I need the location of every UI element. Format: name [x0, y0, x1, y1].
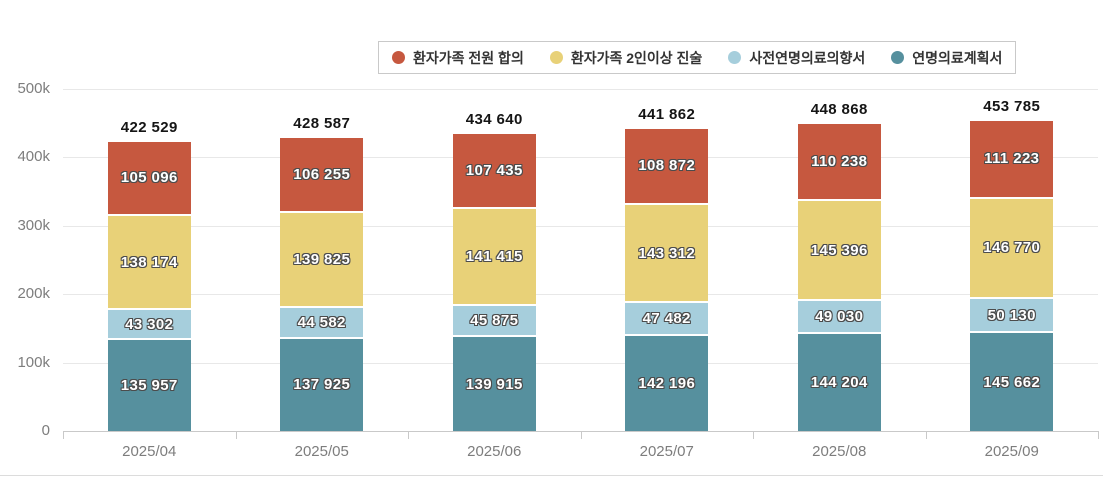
bar-segment-family-full-consent[interactable]: 107 435: [452, 133, 536, 208]
bar-segment-family-two-statement[interactable]: 143 312: [625, 203, 709, 302]
legend: 환자가족 전원 합의 환자가족 2인이상 진술 사전연명의료의향서 연명의료계획서: [378, 41, 1017, 74]
segment-value-label: 139 915: [465, 375, 523, 393]
x-axis-tick: [408, 431, 409, 439]
segment-value-label: 107 435: [465, 161, 523, 179]
legend-label-advance-directive: 사전연명의료의향서: [749, 49, 866, 66]
legend-marker-circle-icon: [728, 51, 742, 64]
bar-segment-family-two-statement[interactable]: 141 415: [452, 207, 536, 304]
legend-label-family-full-consent: 환자가족 전원 합의: [413, 49, 524, 66]
legend-marker-circle-icon: [891, 51, 905, 64]
segment-value-label: 137 925: [293, 376, 351, 394]
bar-segment-care-plan[interactable]: 139 915: [452, 335, 536, 431]
gridline-200k: [63, 294, 1098, 296]
segment-value-label: 138 174: [120, 253, 178, 271]
x-axis-label-2025-07: 2025/07: [639, 443, 694, 460]
bar-segment-family-full-consent[interactable]: 111 223: [970, 120, 1054, 197]
legend-label-care-plan: 연명의료계획서: [912, 49, 1003, 66]
segment-value-label: 105 096: [120, 169, 178, 187]
segment-value-label: 146 770: [983, 239, 1041, 257]
x-axis-tick: [63, 431, 64, 439]
bar-segment-family-two-statement[interactable]: 146 770: [970, 196, 1054, 298]
bar-segment-care-plan[interactable]: 137 925: [280, 336, 364, 431]
segment-value-label: 110 238: [811, 153, 868, 171]
bar-total-label: 428 587: [293, 114, 351, 132]
segment-value-label: 143 312: [638, 244, 696, 262]
y-axis-label-300k: 300k: [17, 216, 50, 234]
bar-2025-07: 108 872 143 312 47 482 142 196: [625, 128, 709, 431]
bar-segment-family-full-consent[interactable]: 108 872: [625, 128, 709, 204]
segment-value-label: 135 957: [120, 376, 178, 394]
bar-segment-family-two-statement[interactable]: 145 396: [797, 199, 881, 299]
segment-value-label: 43 302: [125, 315, 174, 333]
bar-segment-advance-directive[interactable]: 44 582: [280, 306, 364, 337]
legend-item-family-full-consent[interactable]: 환자가족 전원 합의: [392, 48, 524, 68]
gridline-400k: [63, 157, 1098, 159]
legend-label-family-two-statement: 환자가족 2인이상 진술: [570, 49, 703, 66]
segment-value-label: 49 030: [815, 308, 864, 326]
segment-value-label: 108 872: [638, 157, 696, 175]
y-axis-label-400k: 400k: [17, 148, 50, 166]
x-axis-label-2025-06: 2025/06: [467, 443, 522, 460]
x-axis-label-2025-09: 2025/09: [984, 443, 1039, 460]
legend-marker-circle-icon: [392, 51, 405, 64]
bar-segment-family-full-consent[interactable]: 106 255: [280, 137, 364, 211]
bar-segment-family-two-statement[interactable]: 139 825: [280, 210, 364, 307]
bar-total-label: 453 785: [983, 97, 1041, 115]
y-axis-label-500k: 500k: [17, 80, 50, 97]
bar-segment-care-plan[interactable]: 135 957: [107, 337, 191, 431]
x-axis-tick: [753, 431, 754, 439]
x-axis-label-2025-05: 2025/05: [294, 443, 349, 460]
segment-value-label: 144 204: [810, 374, 868, 392]
gridline-300k: [63, 225, 1098, 227]
bar-total-label: 422 529: [120, 118, 178, 136]
bar-2025-09: 111 223 146 770 50 130 145 662: [970, 120, 1054, 431]
segment-value-label: 141 415: [465, 248, 523, 266]
bar-total-label: 434 640: [465, 110, 523, 128]
bar-2025-04: 105 096 138 174 43 302 135 957: [107, 141, 191, 431]
legend-item-care-plan[interactable]: 연명의료계획서: [891, 48, 1002, 68]
bar-segment-care-plan[interactable]: 144 204: [797, 332, 881, 431]
x-axis-label-2025-04: 2025/04: [122, 443, 177, 460]
segment-value-label: 45 875: [470, 312, 519, 330]
y-axis-label-200k: 200k: [17, 285, 50, 303]
bar-segment-family-full-consent[interactable]: 105 096: [107, 141, 191, 214]
bar-2025-08: 110 238 145 396 49 030 144 204: [797, 123, 881, 431]
bar-segment-advance-directive[interactable]: 43 302: [107, 308, 191, 338]
x-axis-tick: [580, 431, 582, 439]
bar-segment-care-plan[interactable]: 145 662: [970, 331, 1054, 431]
segment-value-label: 44 582: [297, 313, 346, 331]
legend-item-family-two-statement[interactable]: 환자가족 2인이상 진술: [549, 48, 703, 68]
bar-segment-family-full-consent[interactable]: 110 238: [797, 123, 881, 200]
segment-value-label: 111 223: [984, 150, 1040, 168]
bar-segment-advance-directive[interactable]: 49 030: [797, 298, 881, 333]
y-axis-label-0: 0: [41, 422, 50, 439]
segment-value-label: 106 255: [293, 165, 351, 183]
bar-segment-family-two-statement[interactable]: 138 174: [107, 213, 191, 309]
x-axis-tick: [235, 431, 237, 439]
segment-value-label: 139 825: [293, 250, 351, 268]
segment-value-label: 145 396: [810, 241, 868, 259]
bar-segment-advance-directive[interactable]: 50 130: [970, 297, 1054, 332]
bar-2025-06: 107 435 141 415 45 875 139 915: [452, 133, 536, 431]
bar-segment-advance-directive[interactable]: 47 482: [625, 301, 709, 334]
gridline-500k: [63, 89, 1098, 90]
segment-value-label: 50 130: [987, 306, 1036, 324]
y-axis-label-100k: 100k: [17, 353, 50, 371]
segment-value-label: 145 662: [983, 373, 1041, 391]
legend-marker-circle-icon: [549, 51, 563, 64]
x-axis-tick: [1098, 431, 1099, 439]
x-axis-label-2025-08: 2025/08: [812, 443, 867, 460]
legend-item-advance-directive[interactable]: 사전연명의료의향서: [728, 48, 865, 68]
segment-value-label: 47 482: [642, 309, 691, 327]
bar-segment-advance-directive[interactable]: 45 875: [452, 303, 536, 336]
bar-2025-05: 106 255 139 825 44 582 137 925: [280, 137, 364, 431]
bar-total-label: 441 862: [638, 105, 696, 123]
bottom-divider: [0, 475, 1103, 476]
gridline-100k: [63, 362, 1098, 364]
segment-value-label: 142 196: [638, 374, 696, 392]
x-axis-tick: [925, 431, 927, 439]
bar-segment-care-plan[interactable]: 142 196: [625, 333, 709, 431]
bar-total-label: 448 868: [810, 100, 868, 118]
